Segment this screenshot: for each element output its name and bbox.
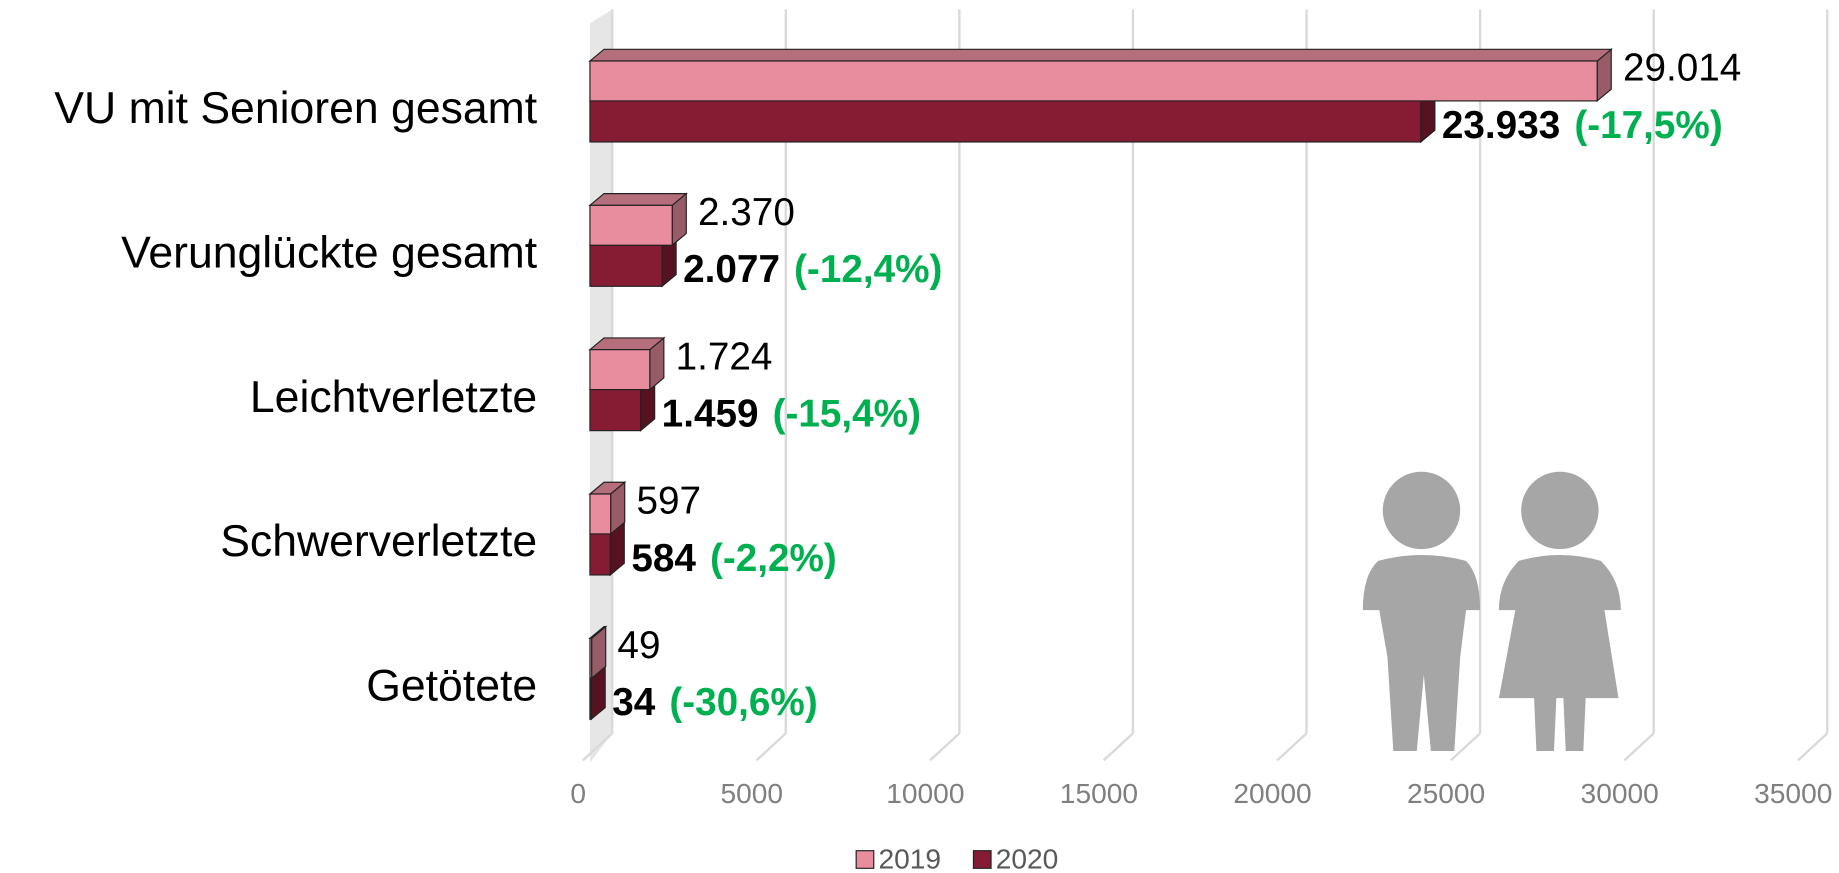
change-label: (-30,6%) (669, 681, 817, 724)
category-label: Schwerverletzte (220, 517, 537, 566)
category-label: Verunglückte gesamt (121, 229, 538, 278)
bar (589, 60, 1598, 102)
value-label: 49 (617, 624, 660, 667)
grid-floor-line (582, 732, 614, 762)
value-label: 2.370 (698, 191, 795, 234)
bar (589, 100, 1422, 143)
value-label: 1.459 (662, 393, 759, 436)
bar (589, 244, 663, 287)
bar (589, 349, 651, 391)
grid-floor-line (929, 732, 961, 762)
category-label: Leichtverletzte (250, 373, 537, 422)
category-label: Getötete (366, 662, 537, 711)
x-tick-label: 30000 (1581, 778, 1659, 809)
value-label-group: 584 (-2,2%) (631, 537, 836, 580)
value-label: 1.724 (676, 335, 773, 378)
x-tick-label: 5000 (720, 778, 783, 809)
bar (589, 533, 611, 576)
seniors-icon (1362, 471, 1621, 751)
value-label: 23.933 (1442, 104, 1560, 147)
grid-floor-line (1276, 732, 1308, 762)
grid-floor-line (1623, 732, 1655, 762)
bar (589, 637, 593, 679)
change-label: (-2,2%) (710, 537, 837, 580)
legend-swatch (972, 850, 992, 869)
x-tick-label: 10000 (886, 778, 964, 809)
value-label-group: 23.933 (-17,5%) (1442, 104, 1723, 147)
value-label: 597 (636, 480, 701, 523)
legend-swatch (855, 850, 875, 869)
x-tick-label: 25000 (1407, 778, 1485, 809)
value-label-group: 34 (-30,6%) (612, 681, 817, 724)
x-tick-label: 0 (570, 778, 586, 809)
change-label: (-15,4%) (773, 393, 921, 436)
legend-label: 2019 (878, 844, 941, 873)
value-label: 29.014 (1623, 47, 1741, 90)
grid: 0 5000 10000 15000 20000 25000 30000 35000 (570, 9, 1832, 809)
legend: 2019 2020 (855, 844, 1059, 873)
bar (589, 677, 592, 720)
grid-floor-line (1797, 732, 1829, 762)
x-tick-label: 20000 (1233, 778, 1311, 809)
grid-floor-line (755, 732, 787, 762)
change-label: (-12,4%) (794, 248, 942, 291)
value-label: 2.077 (683, 248, 780, 291)
grid-floor-line (1102, 732, 1134, 762)
bars: VU mit Senioren gesamt 23.933 (-17,5%) 29.0… (54, 47, 1741, 725)
category-label: VU mit Senioren gesamt (54, 84, 537, 133)
bar (589, 388, 642, 432)
x-tick-label: 15000 (1060, 778, 1138, 809)
change-label: (-17,5%) (1574, 104, 1722, 147)
value-label: 584 (631, 537, 696, 580)
value-label: 34 (612, 681, 656, 724)
bar (589, 493, 612, 535)
grid-floor-line (1449, 732, 1481, 762)
bar-top (588, 48, 1613, 62)
bar-top (588, 193, 688, 206)
value-label-group: 1.459 (-15,4%) (662, 393, 921, 436)
bar-top (588, 337, 666, 351)
legend-label: 2020 (996, 844, 1059, 873)
x-tick-label: 35000 (1754, 778, 1832, 809)
bar (589, 204, 673, 246)
value-label-group: 2.077 (-12,4%) (683, 248, 942, 291)
